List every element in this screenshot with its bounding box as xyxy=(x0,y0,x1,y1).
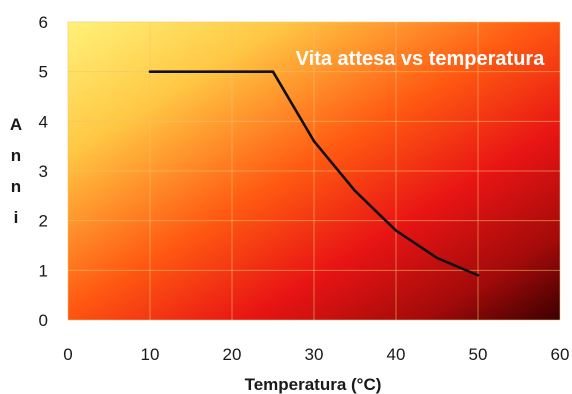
x-axis-ticks: 0 10 20 30 40 50 60 xyxy=(63,345,569,364)
x-tick-label: 40 xyxy=(387,345,406,364)
x-tick-label: 50 xyxy=(469,345,488,364)
y-tick-label: 0 xyxy=(39,311,48,330)
y-axis-ticks: 0 1 2 3 4 5 6 xyxy=(39,13,48,330)
x-tick-label: 60 xyxy=(551,345,570,364)
y-axis-title-letter: n xyxy=(11,177,21,196)
series-group xyxy=(148,70,480,277)
y-tick-label: 6 xyxy=(39,13,48,32)
y-tick-label: 1 xyxy=(39,261,48,280)
chart-title: Vita attesa vs temperatura xyxy=(296,48,546,70)
y-tick-label: 5 xyxy=(39,63,48,82)
y-axis-title-letter: A xyxy=(10,115,22,134)
y-axis-title: A n n i xyxy=(10,115,22,227)
y-axis-title-letter: n xyxy=(11,146,21,165)
y-axis-title-letter: i xyxy=(14,208,19,227)
x-tick-label: 30 xyxy=(305,345,324,364)
y-tick-label: 4 xyxy=(39,112,48,131)
x-tick-label: 20 xyxy=(223,345,242,364)
x-axis-title: Temperatura (°C) xyxy=(245,375,382,394)
series-line xyxy=(148,70,480,277)
x-tick-label: 10 xyxy=(141,345,160,364)
y-tick-label: 3 xyxy=(39,162,48,181)
y-tick-label: 2 xyxy=(39,212,48,231)
x-tick-label: 0 xyxy=(63,345,72,364)
